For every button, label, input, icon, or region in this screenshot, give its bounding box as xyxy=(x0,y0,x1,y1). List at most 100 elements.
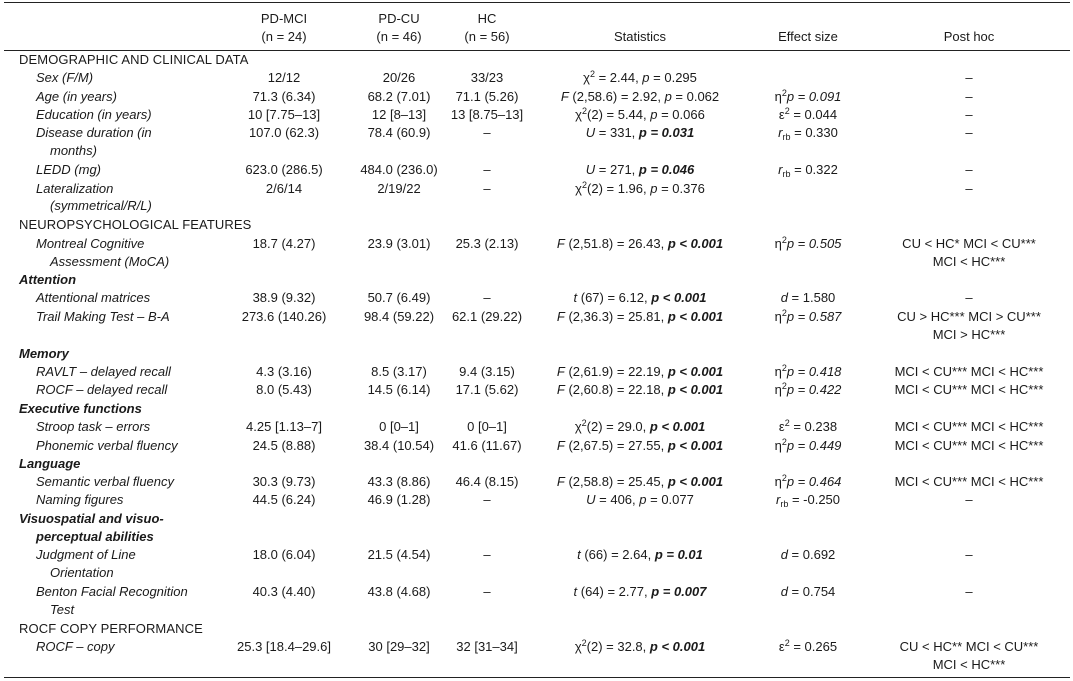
cell-tmt-stat: F (2,36.3) = 25.81, p < 0.001 xyxy=(556,309,724,324)
cell-dis-hc: – xyxy=(483,125,491,140)
cell-edu-cu: 12 [8–13] xyxy=(371,107,427,122)
cell-ledd-cu: 484.0 (236.0) xyxy=(360,162,438,177)
cell-jlo-posthoc: – xyxy=(965,547,973,562)
cell-tmt-posthoc-cont: MCI > HC*** xyxy=(932,327,1006,342)
cell-rocfc-hc: 32 [31–34] xyxy=(456,639,518,654)
cell-edu-hc: 13 [8.75–13] xyxy=(450,107,524,122)
cell-moca-hc: 25.3 (2.13) xyxy=(455,236,519,251)
cell-sem-stat: F (2,58.8) = 25.45, p < 0.001 xyxy=(556,474,724,489)
group-memory: Memory xyxy=(19,346,69,361)
cell-tmt-cu: 98.4 (59.22) xyxy=(363,309,435,324)
row-label-sex: Sex (F/M) xyxy=(36,70,94,85)
cell-bfrt-stat: t (64) = 2.77, p = 0.007 xyxy=(573,584,707,599)
row-label-semantic: Semantic verbal fluency xyxy=(36,474,175,489)
section-demographic: DEMOGRAPHIC AND CLINICAL DATA xyxy=(19,52,249,67)
cell-lat-cu: 2/19/22 xyxy=(377,181,421,196)
cell-rocfc-cu: 30 [29–32] xyxy=(368,639,430,654)
row-label-trail-making: Trail Making Test – B-A xyxy=(36,309,170,324)
col-header-statistics: Statistics xyxy=(613,29,667,44)
cell-edu-mci: 10 [7.75–13] xyxy=(247,107,321,122)
cell-phon-effect: η2p = 0.449 xyxy=(774,437,842,454)
row-label-age: Age (in years) xyxy=(36,89,117,104)
cell-nam-cu: 46.9 (1.28) xyxy=(367,492,431,507)
cell-attm-hc: – xyxy=(483,290,491,305)
cell-rocfd-stat: F (2,60.8) = 22.18, p < 0.001 xyxy=(556,382,724,397)
cell-lat-mci: 2/6/14 xyxy=(265,181,303,196)
cell-dis-mci: 107.0 (62.3) xyxy=(248,125,320,140)
cell-bfrt-posthoc: – xyxy=(965,584,973,599)
cell-phon-stat: F (2,67.5) = 27.55, p < 0.001 xyxy=(556,438,724,453)
row-label-stroop: Stroop task – errors xyxy=(36,419,151,434)
cell-moca-posthoc-cont: MCI < HC*** xyxy=(932,254,1006,269)
cell-attm-effect: d = 1.580 xyxy=(780,290,836,305)
cell-bfrt-hc: – xyxy=(483,584,491,599)
cell-moca-cu: 23.9 (3.01) xyxy=(367,236,431,251)
section-rocf-copy: ROCF COPY PERFORMANCE xyxy=(19,621,203,636)
cell-rocfd-hc: 17.1 (5.62) xyxy=(455,382,519,397)
cell-ravlt-hc: 9.4 (3.15) xyxy=(459,364,515,379)
cell-phon-mci: 24.5 (8.88) xyxy=(252,438,316,453)
cell-rocfd-cu: 14.5 (6.14) xyxy=(367,382,431,397)
cell-rocfc-posthoc: CU < HC** MCI < CU*** xyxy=(899,639,1039,654)
cell-jlo-effect: d = 0.692 xyxy=(780,547,836,562)
cell-rocfd-mci: 8.0 (5.43) xyxy=(256,382,312,397)
cell-attm-mci: 38.9 (9.32) xyxy=(252,290,316,305)
cell-sex-cu: 20/26 xyxy=(382,70,416,85)
cell-sex-posthoc: – xyxy=(965,70,973,85)
col-header-effect-size: Effect size xyxy=(778,29,838,44)
cell-bfrt-mci: 40.3 (4.40) xyxy=(252,584,316,599)
row-label-phonemic: Phonemic verbal fluency xyxy=(36,438,178,453)
cell-lat-hc: – xyxy=(483,181,491,196)
cell-ravlt-stat: F (2,61.9) = 22.19, p < 0.001 xyxy=(556,364,724,379)
cell-stroop-hc: 0 [0–1] xyxy=(467,419,507,434)
top-rule xyxy=(4,2,1070,3)
cell-ravlt-posthoc: MCI < CU*** MCI < HC*** xyxy=(894,364,1044,379)
cell-rocfc-stat: χ2(2) = 32.8, p < 0.001 xyxy=(574,638,706,655)
cell-edu-posthoc: – xyxy=(965,107,973,122)
cell-ledd-stat: U = 271, p = 0.046 xyxy=(585,162,695,177)
cell-edu-stat: χ2(2) = 5.44, p = 0.066 xyxy=(575,106,705,123)
cell-age-cu: 68.2 (7.01) xyxy=(367,89,431,104)
group-visuospatial-cont: perceptual abilities xyxy=(36,529,154,544)
cell-sex-hc: 33/23 xyxy=(470,70,504,85)
cell-phon-hc: 41.6 (11.67) xyxy=(452,438,522,453)
cell-attm-cu: 50.7 (6.49) xyxy=(367,290,431,305)
cell-rocfc-mci: 25.3 [18.4–29.6] xyxy=(237,639,331,654)
row-label-rocf-delayed: ROCF – delayed recall xyxy=(36,382,168,397)
section-neuropsychological: NEUROPSYCHOLOGICAL FEATURES xyxy=(19,217,252,232)
cell-rocfc-posthoc-cont: MCI < HC*** xyxy=(932,657,1006,672)
cell-stroop-mci: 4.25 [1.13–7] xyxy=(246,419,322,434)
row-label-ravlt: RAVLT – delayed recall xyxy=(36,364,171,379)
cell-age-posthoc: – xyxy=(965,89,973,104)
cell-moca-effect: η2p = 0.505 xyxy=(774,235,842,252)
cell-sem-hc: 46.4 (8.15) xyxy=(455,474,519,489)
row-label-rocf-copy: ROCF – copy xyxy=(36,639,115,654)
cell-rocfc-effect: ε2 = 0.265 xyxy=(778,638,838,655)
cell-bfrt-effect: d = 0.754 xyxy=(780,584,836,599)
cell-jlo-cu: 21.5 (4.54) xyxy=(367,547,431,562)
cell-dis-effect: rrb = 0.330 xyxy=(778,125,838,142)
row-label-lateralization-cont: (symmetrical/R/L) xyxy=(50,198,152,213)
cell-lat-posthoc: – xyxy=(965,181,973,196)
bottom-rule xyxy=(4,677,1070,678)
cell-rocfd-effect: η2p = 0.422 xyxy=(774,381,842,398)
cell-ravlt-effect: η2p = 0.418 xyxy=(774,363,842,380)
cell-age-stat: F (2,58.6) = 2.92, p = 0.062 xyxy=(560,89,720,104)
group-executive: Executive functions xyxy=(19,401,142,416)
cell-nam-posthoc: – xyxy=(965,492,973,507)
cell-moca-mci: 18.7 (4.27) xyxy=(252,236,316,251)
cell-tmt-effect: η2p = 0.587 xyxy=(774,308,842,325)
cell-tmt-mci: 273.6 (140.26) xyxy=(241,309,327,324)
row-label-naming: Naming figures xyxy=(36,492,124,507)
cell-ledd-mci: 623.0 (286.5) xyxy=(245,162,323,177)
row-label-benton-cont: Test xyxy=(50,602,75,617)
cell-tmt-posthoc: CU > HC*** MCI > CU*** xyxy=(897,309,1041,324)
cell-sem-effect: η2p = 0.464 xyxy=(774,473,842,490)
cell-stroop-posthoc: MCI < CU*** MCI < HC*** xyxy=(894,419,1044,434)
cell-age-effect: η2p = 0.091 xyxy=(774,88,842,105)
cell-nam-mci: 44.5 (6.24) xyxy=(252,492,316,507)
cell-ravlt-cu: 8.5 (3.17) xyxy=(371,364,427,379)
col-header-hc: HC (n = 56) xyxy=(464,11,510,44)
cell-nam-stat: U = 406, p = 0.077 xyxy=(586,492,694,507)
